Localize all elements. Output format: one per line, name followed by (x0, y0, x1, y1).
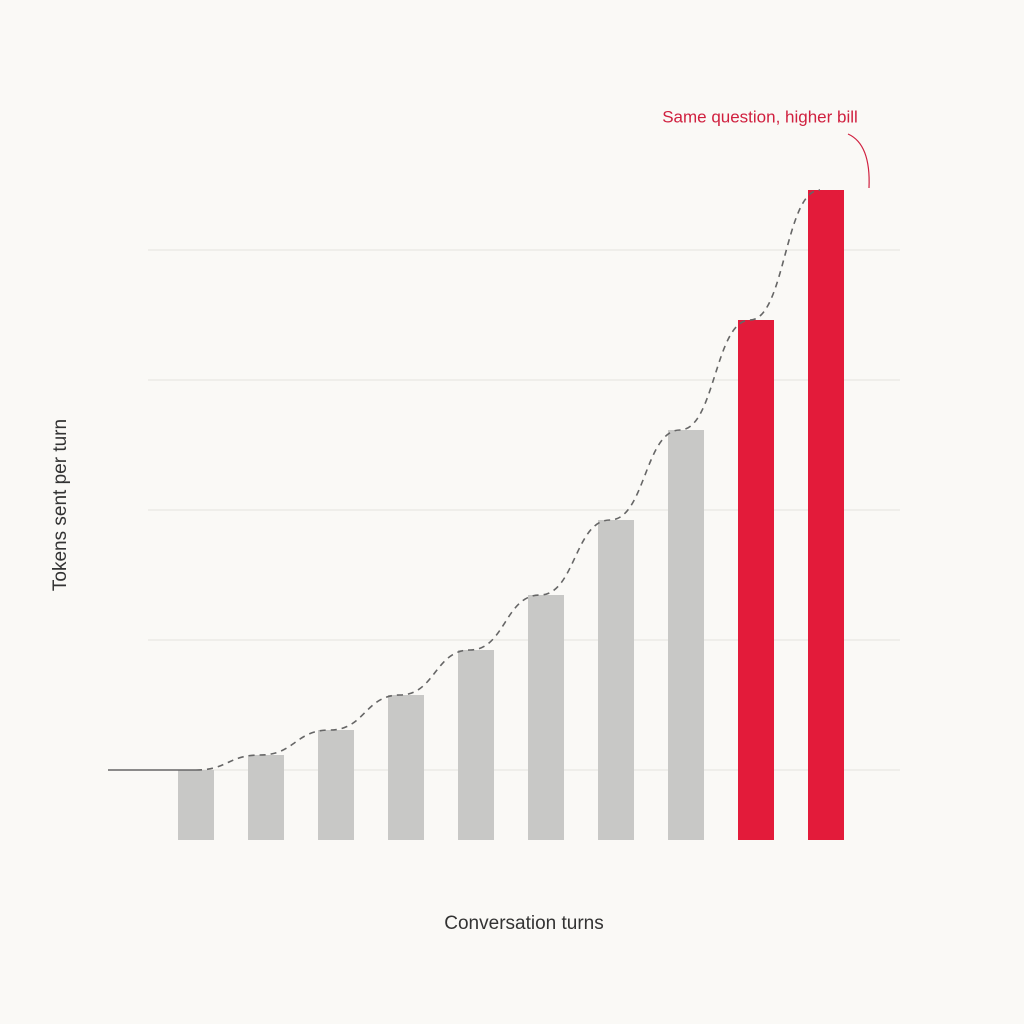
y-axis-label: Tokens sent per turn (50, 419, 71, 591)
annotation-arrow (847, 133, 870, 189)
bar (528, 595, 564, 840)
bar (178, 770, 214, 840)
x-axis-label: Conversation turns (444, 913, 603, 934)
bar (318, 730, 354, 840)
bar (458, 650, 494, 840)
bar (668, 430, 704, 840)
bar (738, 320, 774, 840)
annotation: Same question, higher bill (662, 107, 858, 126)
bar (808, 190, 844, 840)
trend-line (195, 189, 821, 771)
bar (598, 520, 634, 840)
bar (248, 755, 284, 840)
bar (388, 695, 424, 840)
